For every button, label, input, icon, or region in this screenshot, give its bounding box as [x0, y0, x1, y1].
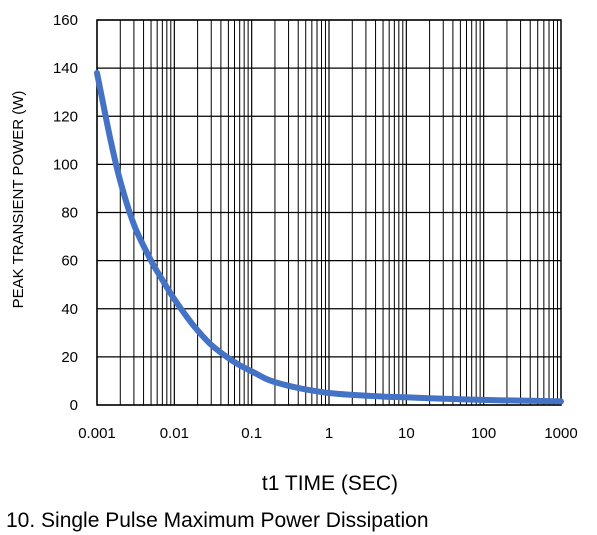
x-tick-label: 0.001	[78, 425, 116, 442]
power-curve-line	[94, 69, 564, 405]
y-tick-label: 60	[61, 253, 78, 270]
x-tick-label: 1	[325, 425, 333, 442]
y-tick-label: 20	[61, 349, 78, 366]
x-tick-label: 1000	[544, 425, 577, 442]
series-layer	[94, 69, 564, 405]
plot-frame	[96, 19, 562, 406]
y-tick-label: 80	[61, 205, 78, 222]
y-tick-label: 0	[70, 397, 78, 414]
figure-caption: 10. Single Pulse Maximum Power Dissipati…	[6, 509, 429, 532]
grid	[96, 19, 561, 406]
y-tick-label: 120	[53, 108, 78, 125]
x-tick-label: 0.1	[241, 425, 262, 442]
y-tick-label: 100	[53, 156, 78, 173]
x-tick-labels: 0.001 0.01 0.1 1 10 100 1000	[78, 425, 577, 442]
y-tick-label: 140	[53, 60, 78, 77]
y-tick-label: 160	[53, 12, 78, 29]
x-axis-label: t1 TIME (SEC)	[262, 472, 398, 495]
x-tick-label: 10	[398, 425, 415, 442]
x-tick-label: 0.01	[160, 425, 189, 442]
y-tick-label: 40	[61, 301, 78, 318]
x-tick-label: 100	[471, 425, 496, 442]
y-axis-label: PEAK TRANSIENT POWER (W)	[10, 91, 27, 309]
y-tick-labels: 0 20 40 60 80 100 120 140 160	[53, 12, 78, 414]
